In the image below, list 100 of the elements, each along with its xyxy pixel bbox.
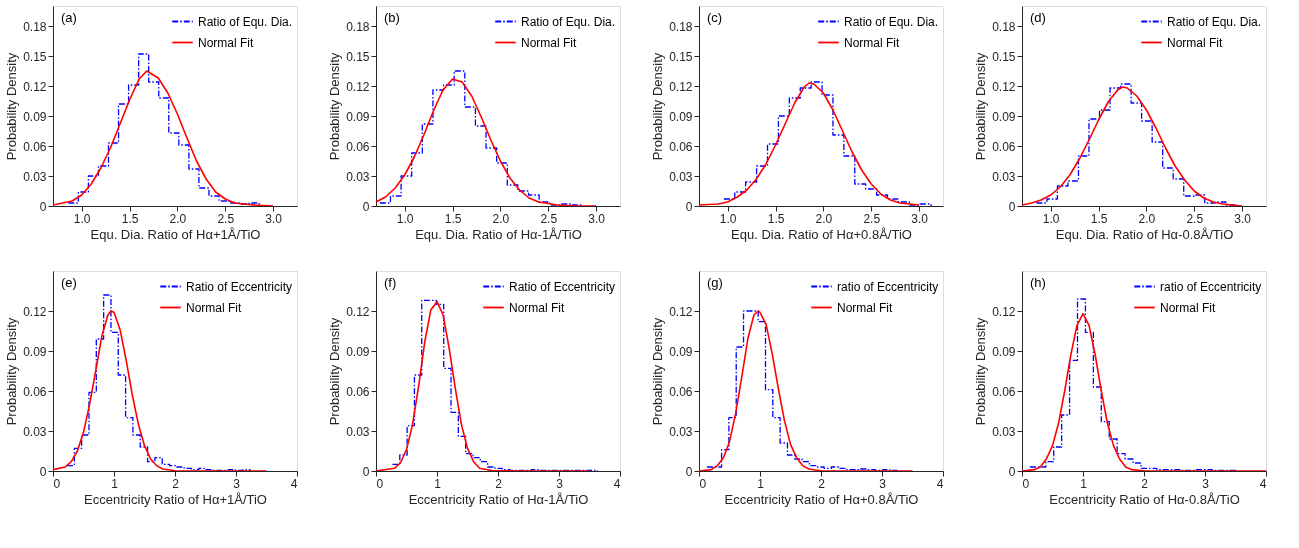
legend-label: ratio of Eccentricity [1160, 279, 1262, 294]
x-tick-label: 1 [757, 476, 765, 491]
x-tick-label: 1.5 [444, 211, 462, 226]
y-tick-label: 0.12 [669, 304, 693, 319]
y-tick-label: 0.09 [669, 344, 693, 359]
line-series [699, 82, 920, 206]
x-tick-label: 1 [111, 476, 119, 491]
y-tick-label: 0.09 [346, 344, 370, 359]
y-tick-label: 0.03 [992, 424, 1016, 439]
x-tick-label: 3 [879, 476, 887, 491]
x-tick-label: 1.0 [1042, 211, 1060, 226]
annotation: (f) [384, 275, 397, 290]
legend-label: Ratio of Eccentricity [186, 279, 293, 294]
annotation: (e) [61, 275, 77, 290]
x-tick-label: 3.0 [911, 211, 929, 226]
x-tick-label: 0 [699, 476, 707, 491]
x-tick-label: 1 [1080, 476, 1088, 491]
x-tick-label: 4 [936, 476, 944, 491]
y-tick-label: 0.03 [346, 169, 370, 184]
x-axis-title: Equ. Dia. Ratio of Hα+1Å/TiO [90, 226, 261, 242]
x-tick-label: 2.0 [1138, 211, 1156, 226]
y-tick-label: 0.03 [346, 424, 370, 439]
x-tick-label: 1.5 [1090, 211, 1108, 226]
legend-label: Ratio of Equ. Dia. [521, 14, 616, 29]
x-tick-label: 3.0 [265, 211, 283, 226]
y-tick-label: 0.15 [992, 49, 1016, 64]
y-tick-label: 0 [685, 464, 693, 479]
annotation: (b) [384, 10, 400, 25]
y-axis-title: Probability Density [650, 317, 666, 426]
legend-label: Ratio of Equ. Dia. [844, 14, 939, 29]
annotation: (d) [1030, 10, 1046, 25]
x-tick-label: 1.0 [396, 211, 414, 226]
x-tick-label: 4 [613, 476, 621, 491]
x-axis-title: Eccentricity Ratio of Hα+1Å/TiO [84, 491, 267, 507]
x-tick-label: 2.5 [863, 211, 881, 226]
x-tick-label: 3.0 [588, 211, 606, 226]
legend-label: Ratio of Eccentricity [509, 279, 616, 294]
y-axis-title: Probability Density [650, 52, 666, 161]
y-tick-label: 0.06 [669, 384, 693, 399]
y-axis-title: Probability Density [4, 52, 20, 161]
y-tick-label: 0 [1008, 464, 1016, 479]
x-tick-label: 2.0 [169, 211, 187, 226]
x-tick-label: 4 [290, 476, 298, 491]
x-tick-label: 3 [233, 476, 241, 491]
y-axis-title: Probability Density [327, 52, 343, 161]
legend-label: Ratio of Equ. Dia. [1167, 14, 1262, 29]
y-tick-label: 0.15 [669, 49, 693, 64]
line-series [53, 310, 268, 471]
y-tick-label: 0.09 [23, 344, 47, 359]
x-tick-label: 3.0 [1234, 211, 1252, 226]
y-tick-label: 0.12 [23, 79, 47, 94]
x-axis-title: Equ. Dia. Ratio of Hα-1Å/TiO [415, 226, 582, 242]
y-tick-label: 0.15 [23, 49, 47, 64]
legend-label: ratio of Eccentricity [837, 279, 939, 294]
y-tick-label: 0.09 [669, 109, 693, 124]
y-tick-label: 0.09 [23, 109, 47, 124]
y-tick-label: 0 [362, 199, 370, 214]
x-tick-label: 1.5 [767, 211, 785, 226]
x-axis-title: Eccentricity Ratio of Hα-0.8Å/TiO [1049, 491, 1240, 507]
y-tick-label: 0.09 [992, 344, 1016, 359]
y-tick-label: 0.15 [346, 49, 370, 64]
x-tick-label: 2 [1141, 476, 1149, 491]
annotation: (c) [707, 10, 723, 25]
x-tick-label: 0 [1022, 476, 1030, 491]
x-tick-label: 1.0 [719, 211, 737, 226]
y-tick-label: 0.12 [346, 79, 370, 94]
x-tick-label: 2.5 [1186, 211, 1204, 226]
y-tick-label: 0.03 [669, 424, 693, 439]
y-tick-label: 0.18 [23, 19, 47, 34]
x-tick-label: 1.5 [121, 211, 139, 226]
y-tick-label: 0.03 [23, 169, 47, 184]
legend-label: Normal Fit [844, 35, 900, 50]
y-tick-label: 0.06 [346, 384, 370, 399]
y-tick-label: 0.03 [669, 169, 693, 184]
y-axis-title: Probability Density [327, 317, 343, 426]
y-axis-title: Probability Density [973, 52, 989, 161]
y-tick-label: 0 [1008, 199, 1016, 214]
y-tick-label: 0.12 [346, 304, 370, 319]
legend-label: Normal Fit [198, 35, 254, 50]
y-tick-label: 0 [39, 464, 47, 479]
x-tick-label: 1 [434, 476, 442, 491]
legend-label: Ratio of Equ. Dia. [198, 14, 293, 29]
y-tick-label: 0.06 [23, 139, 47, 154]
y-axis-title: Probability Density [973, 317, 989, 426]
x-tick-label: 1.0 [73, 211, 91, 226]
y-tick-label: 0.03 [992, 169, 1016, 184]
y-tick-label: 0.09 [346, 109, 370, 124]
y-tick-label: 0.18 [669, 19, 693, 34]
y-tick-label: 0.09 [992, 109, 1016, 124]
y-tick-label: 0 [685, 199, 693, 214]
annotation: (g) [707, 275, 723, 290]
x-tick-label: 2.5 [217, 211, 235, 226]
legend-label: Normal Fit [1167, 35, 1223, 50]
y-tick-label: 0.18 [346, 19, 370, 34]
x-tick-label: 2 [818, 476, 826, 491]
x-tick-label: 3 [556, 476, 564, 491]
annotation: (h) [1030, 275, 1046, 290]
y-tick-label: 0.12 [992, 79, 1016, 94]
y-tick-label: 0.06 [992, 384, 1016, 399]
legend-label: Normal Fit [186, 300, 242, 315]
